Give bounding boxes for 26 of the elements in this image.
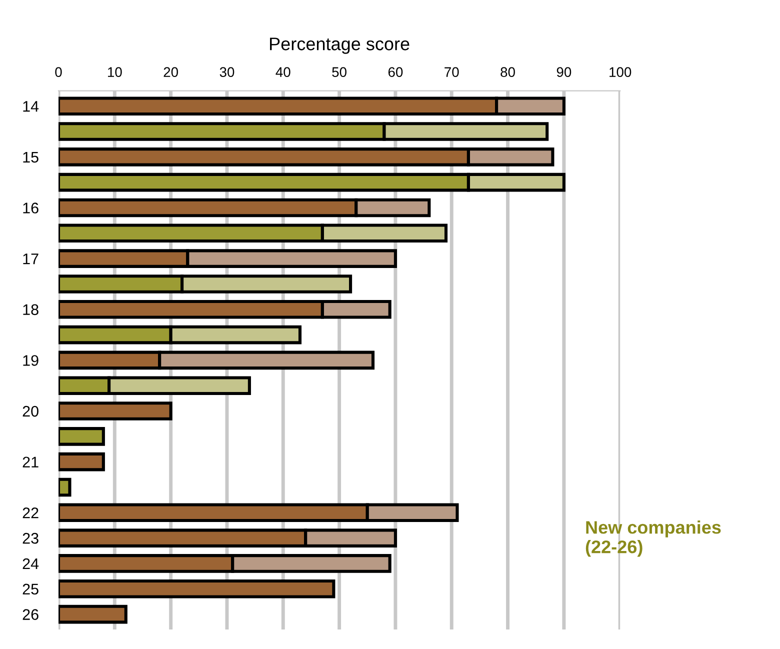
y-tick-label: 26 [22, 609, 38, 620]
x-tick-label: 70 [444, 67, 459, 78]
x-tick-label: 100 [610, 67, 632, 78]
x-tick-label: 50 [332, 67, 346, 78]
y-tick-label: 25 [22, 584, 38, 595]
y-tick-label: 20 [22, 406, 38, 417]
y-tick-label: 18 [23, 304, 38, 316]
y-tick-label: 22 [22, 508, 38, 518]
y-tick-label: 21 [22, 456, 38, 468]
y-tick-label: 14 [23, 101, 39, 112]
y-tick-label: 17 [23, 254, 38, 264]
y-tick-label: 16 [23, 202, 38, 214]
x-tick-label: 90 [556, 67, 572, 78]
y-tick-label: 23 [22, 532, 38, 544]
x-axis-title: Percentage score [270, 38, 410, 54]
x-tick-label: 60 [388, 67, 403, 78]
annotation: New companies (22-26) [586, 520, 721, 557]
x-tick-label: 0 [55, 67, 62, 78]
x-tick-label: 10 [108, 67, 122, 78]
x-tick-label: 30 [220, 67, 234, 78]
x-tick-label: 20 [164, 67, 178, 78]
y-tick-label: 24 [22, 558, 39, 570]
x-tick-label: 80 [500, 67, 515, 78]
y-tick-label: 15 [23, 152, 38, 163]
y-tick-label: 19 [23, 355, 38, 366]
x-tick-label: 40 [276, 67, 290, 78]
